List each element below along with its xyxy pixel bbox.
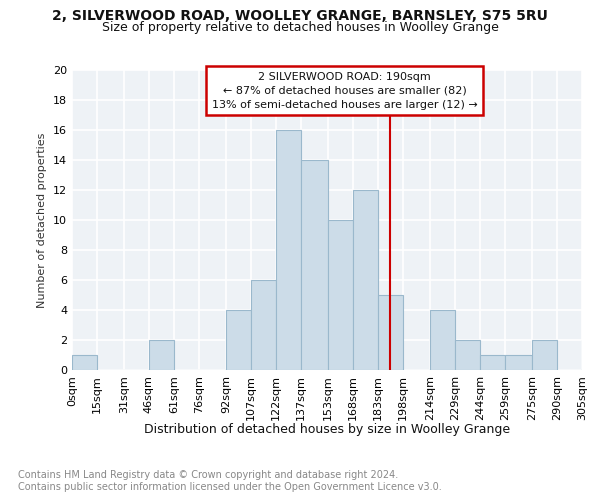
Bar <box>301 160 328 370</box>
Bar <box>353 190 378 370</box>
Bar <box>72 355 97 370</box>
Bar <box>276 130 301 370</box>
Text: Size of property relative to detached houses in Woolley Grange: Size of property relative to detached ho… <box>101 21 499 34</box>
Bar <box>251 280 276 370</box>
Bar <box>226 310 251 370</box>
Bar <box>328 220 353 370</box>
Bar <box>455 340 480 370</box>
Bar <box>532 340 557 370</box>
Bar <box>582 340 600 370</box>
Bar <box>480 355 505 370</box>
Bar <box>378 295 403 370</box>
Bar <box>430 310 455 370</box>
Bar <box>149 340 174 370</box>
Text: 2 SILVERWOOD ROAD: 190sqm
← 87% of detached houses are smaller (82)
13% of semi-: 2 SILVERWOOD ROAD: 190sqm ← 87% of detac… <box>212 72 478 110</box>
Y-axis label: Number of detached properties: Number of detached properties <box>37 132 47 308</box>
Bar <box>505 355 532 370</box>
Text: 2, SILVERWOOD ROAD, WOOLLEY GRANGE, BARNSLEY, S75 5RU: 2, SILVERWOOD ROAD, WOOLLEY GRANGE, BARN… <box>52 9 548 23</box>
Text: Distribution of detached houses by size in Woolley Grange: Distribution of detached houses by size … <box>144 422 510 436</box>
Text: Contains HM Land Registry data © Crown copyright and database right 2024.
Contai: Contains HM Land Registry data © Crown c… <box>18 470 442 492</box>
